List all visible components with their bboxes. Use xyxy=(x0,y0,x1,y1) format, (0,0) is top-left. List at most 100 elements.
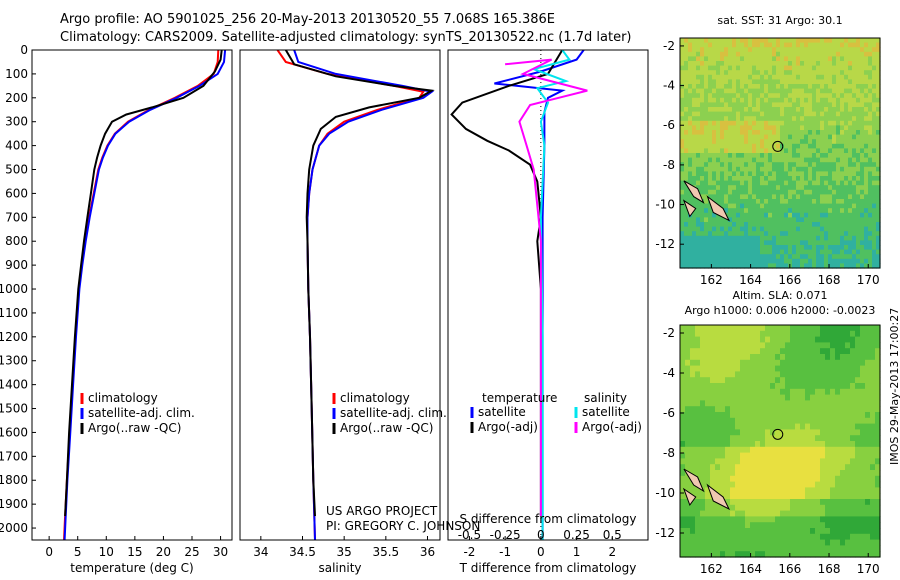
map-cell xyxy=(788,107,793,113)
map-cell xyxy=(864,42,869,48)
map-cell xyxy=(720,134,725,140)
map-cell xyxy=(765,487,771,494)
map-cell xyxy=(768,185,773,191)
map-cell xyxy=(860,130,865,136)
map-cell xyxy=(704,51,709,57)
map-cell xyxy=(785,499,791,506)
map-cell xyxy=(860,254,865,260)
map-cell xyxy=(848,254,853,260)
map-cell xyxy=(744,157,749,163)
map-cell xyxy=(775,504,781,512)
map-cell xyxy=(820,97,825,103)
map-cell xyxy=(760,79,765,85)
map-cell xyxy=(735,499,741,506)
map-cell xyxy=(868,125,873,131)
map-cell xyxy=(796,47,801,53)
map-cell xyxy=(752,38,757,44)
map-cell xyxy=(776,56,781,62)
map-cell xyxy=(728,79,733,85)
map-cell xyxy=(796,180,801,186)
map-cell xyxy=(696,217,701,223)
map-cell xyxy=(772,171,777,177)
map-cell xyxy=(872,139,877,145)
map-cell xyxy=(756,116,761,122)
map-cell xyxy=(795,539,801,546)
map-cell xyxy=(780,394,786,401)
map-cell xyxy=(870,545,876,552)
map-cell xyxy=(796,88,801,94)
map-cell xyxy=(780,134,785,140)
map-cell xyxy=(855,493,861,500)
map-cell xyxy=(844,88,849,94)
map-y-tick-label: -6 xyxy=(663,118,675,132)
map-cell xyxy=(860,171,865,177)
map-cell xyxy=(772,125,777,131)
map-cell xyxy=(756,51,761,57)
map-cell xyxy=(810,342,816,349)
map-cell xyxy=(840,38,845,44)
map-cell xyxy=(700,470,706,477)
map-cell xyxy=(832,51,837,57)
map-cell xyxy=(870,475,876,483)
map-cell xyxy=(832,65,837,71)
map-cell xyxy=(804,240,809,246)
map-cell xyxy=(692,102,697,108)
map-cell xyxy=(740,522,746,529)
map-cell xyxy=(856,208,861,214)
map-cell xyxy=(696,93,701,99)
map-cell xyxy=(688,171,693,177)
map-cell xyxy=(700,342,706,349)
map-cell xyxy=(695,383,701,390)
map-cell xyxy=(680,47,685,53)
map-cell xyxy=(856,65,861,71)
map-cell xyxy=(685,388,691,396)
map-cell xyxy=(828,139,833,145)
map-cell xyxy=(820,157,825,163)
map-cell xyxy=(710,423,716,430)
map-cell xyxy=(852,222,857,228)
map-cell xyxy=(752,134,757,140)
map-cell xyxy=(848,47,853,53)
map-cell xyxy=(755,499,761,506)
map-cell xyxy=(850,510,856,517)
map-cell xyxy=(780,47,785,53)
map-cell xyxy=(870,423,876,430)
map-cell xyxy=(680,522,686,529)
map-cell xyxy=(720,365,726,372)
map-cell xyxy=(800,383,806,390)
map-cell xyxy=(868,240,873,246)
map-cell xyxy=(752,84,757,90)
map-cell xyxy=(696,74,701,80)
map-x-tick-label: 170 xyxy=(857,562,880,576)
map-cell xyxy=(848,139,853,145)
map-cell xyxy=(820,330,826,338)
map-x-tick-label: 164 xyxy=(739,273,762,287)
map-cell xyxy=(830,330,836,338)
map-cell xyxy=(816,199,821,205)
map-cell xyxy=(875,388,881,396)
map-cell xyxy=(705,412,711,419)
map-cell xyxy=(724,125,729,131)
map-cell xyxy=(700,84,705,90)
map-cell xyxy=(836,125,841,131)
map-cell xyxy=(815,522,821,529)
map-cell xyxy=(708,61,713,67)
map-cell xyxy=(845,417,851,425)
map-cell xyxy=(872,61,877,67)
map-cell xyxy=(856,102,861,108)
map-cell xyxy=(712,217,717,223)
map-cell xyxy=(776,226,781,232)
map-cell xyxy=(808,84,813,90)
map-cell xyxy=(836,245,841,251)
map-cell xyxy=(735,371,741,378)
map-cell xyxy=(784,143,789,149)
map-cell xyxy=(705,348,711,355)
map-cell xyxy=(768,111,773,117)
map-cell xyxy=(780,120,785,126)
map-cell xyxy=(715,545,721,552)
map-cell xyxy=(825,336,831,343)
map-cell xyxy=(844,65,849,71)
map-cell xyxy=(755,441,761,448)
map-cell xyxy=(756,74,761,80)
map-cell xyxy=(760,171,765,177)
